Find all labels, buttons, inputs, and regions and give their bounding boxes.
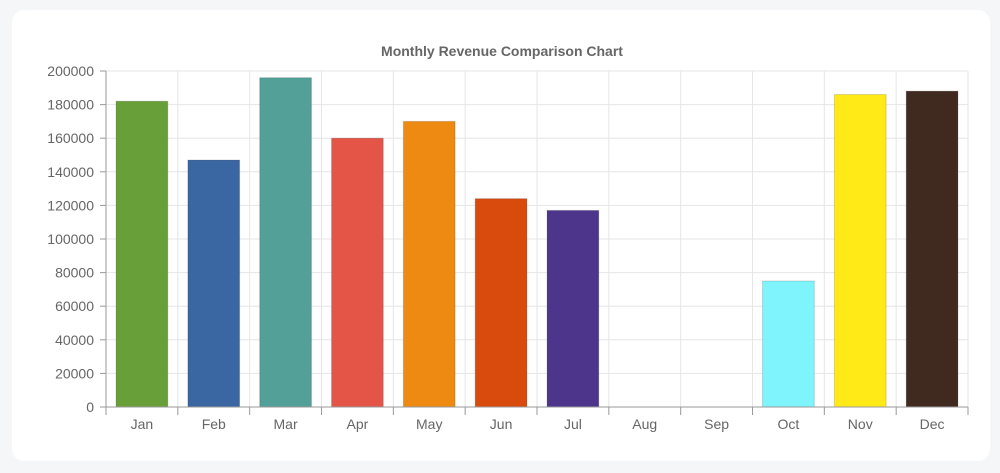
bar-dec[interactable] <box>905 90 959 408</box>
bar-mar[interactable] <box>259 77 312 408</box>
x-tick-label: Jul <box>564 416 582 432</box>
bar-jul[interactable] <box>546 209 600 408</box>
bar-may[interactable] <box>402 120 456 408</box>
x-tick-label: Mar <box>274 416 298 432</box>
y-tick-label: 40000 <box>55 332 94 348</box>
axes <box>100 70 969 415</box>
bar-feb[interactable] <box>187 159 241 408</box>
bar-oct[interactable] <box>762 280 815 408</box>
bars <box>115 77 959 408</box>
x-tick-label: Jan <box>131 416 154 432</box>
x-tick-label: Sep <box>704 416 729 432</box>
y-tick-label: 160000 <box>47 130 94 146</box>
y-tick-label: 200000 <box>47 63 94 79</box>
x-tick-label: Nov <box>848 416 873 432</box>
y-tick-label: 120000 <box>47 197 94 213</box>
chart-title: Monthly Revenue Comparison Chart <box>381 43 623 59</box>
x-tick-label: Jun <box>490 416 513 432</box>
bar-jun[interactable] <box>474 198 528 408</box>
x-tick-label: Aug <box>632 416 657 432</box>
x-tick-label: May <box>416 416 442 432</box>
y-tick-label: 180000 <box>47 97 94 113</box>
y-tick-label: 60000 <box>55 298 94 314</box>
y-tick-label: 0 <box>86 399 94 415</box>
bar-nov[interactable] <box>833 94 887 408</box>
y-tick-label: 140000 <box>47 164 94 180</box>
x-tick-label: Feb <box>202 416 226 432</box>
bar-apr[interactable] <box>331 137 384 408</box>
x-tick-label: Oct <box>778 416 800 432</box>
x-tick-label: Dec <box>920 416 945 432</box>
bar-jan[interactable] <box>115 100 169 408</box>
x-axis-labels: Jan Feb Mar Apr May Jun Jul Aug Sep Oct Nov Dec <box>131 416 945 432</box>
y-tick-label: 80000 <box>55 265 94 281</box>
x-tick-label: Apr <box>347 416 369 432</box>
y-tick-label: 20000 <box>55 365 94 381</box>
y-axis-labels: 2000001800001600001400001200001000008000… <box>47 63 94 415</box>
y-tick-label: 100000 <box>47 231 94 247</box>
